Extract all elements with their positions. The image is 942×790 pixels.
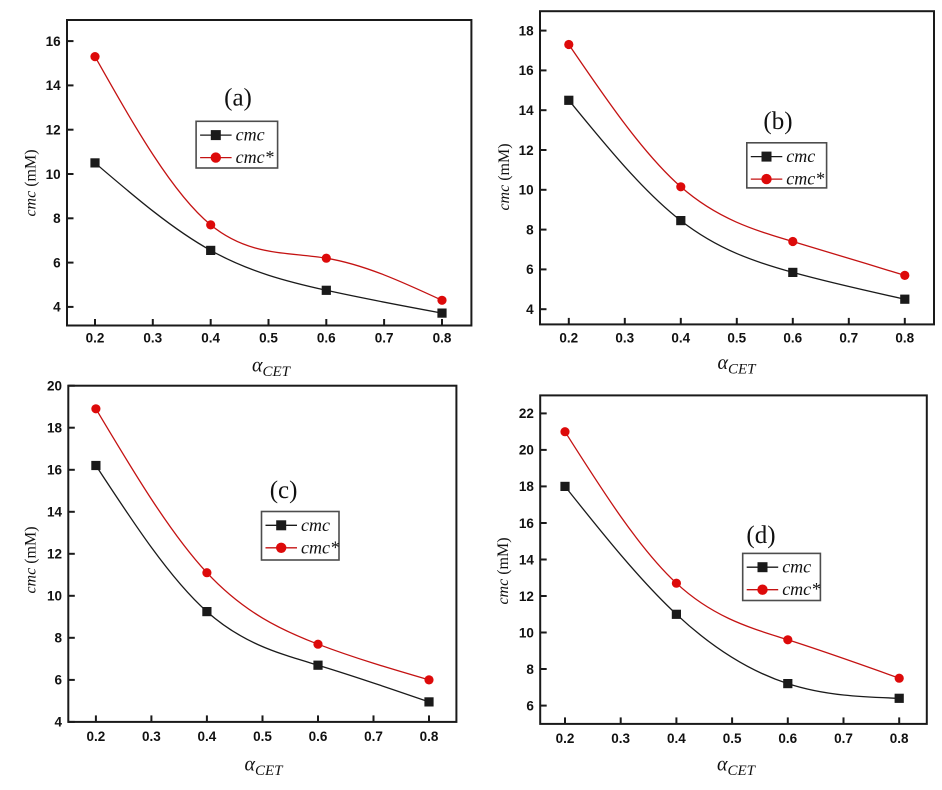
svg-text:8: 8 — [53, 211, 61, 226]
svg-text:cmc*: cmc* — [786, 169, 824, 189]
svg-text:0.4: 0.4 — [201, 330, 220, 345]
svg-text:0.6: 0.6 — [783, 330, 802, 345]
svg-text:cmc: cmc — [301, 515, 330, 535]
svg-text:8: 8 — [526, 662, 534, 677]
svg-text:cmc*: cmc* — [236, 147, 274, 167]
svg-text:0.8: 0.8 — [890, 731, 909, 746]
svg-text:cmc: cmc — [786, 146, 815, 166]
svg-text:10: 10 — [47, 589, 62, 604]
svg-text:αCET: αCET — [244, 753, 284, 779]
svg-text:14: 14 — [519, 103, 535, 118]
svg-text:(a): (a) — [224, 85, 252, 112]
svg-text:αCET: αCET — [717, 753, 757, 779]
svg-text:10: 10 — [519, 183, 534, 198]
svg-text:0.5: 0.5 — [259, 330, 278, 345]
svg-text:14: 14 — [46, 78, 62, 93]
svg-text:0.2: 0.2 — [87, 729, 106, 744]
svg-text:6: 6 — [54, 673, 62, 688]
svg-text:0.7: 0.7 — [839, 330, 858, 345]
svg-text:6: 6 — [53, 255, 61, 270]
svg-text:6: 6 — [526, 262, 534, 277]
svg-text:0.5: 0.5 — [253, 729, 272, 744]
svg-text:4: 4 — [526, 302, 534, 317]
svg-text:16: 16 — [47, 463, 63, 478]
svg-text:18: 18 — [519, 23, 535, 38]
svg-text:cmc (mM): cmc (mM) — [23, 149, 40, 216]
svg-text:4: 4 — [53, 300, 61, 315]
svg-text:cmc*: cmc* — [301, 537, 339, 557]
svg-text:cmc (mM): cmc (mM) — [23, 526, 40, 593]
svg-text:8: 8 — [54, 631, 62, 646]
svg-text:cmc*: cmc* — [782, 579, 820, 599]
svg-text:(c): (c) — [270, 477, 298, 504]
svg-text:18: 18 — [47, 421, 63, 436]
svg-text:16: 16 — [46, 34, 62, 49]
svg-text:(b): (b) — [763, 108, 792, 135]
svg-text:12: 12 — [519, 143, 534, 158]
svg-text:20: 20 — [519, 443, 534, 458]
svg-text:0.6: 0.6 — [317, 330, 336, 345]
svg-text:0.6: 0.6 — [778, 731, 797, 746]
svg-text:cmc: cmc — [236, 125, 265, 145]
svg-text:0.2: 0.2 — [556, 731, 575, 746]
svg-text:6: 6 — [526, 698, 534, 713]
svg-text:14: 14 — [519, 552, 535, 567]
svg-text:10: 10 — [519, 625, 534, 640]
svg-text:0.6: 0.6 — [309, 729, 328, 744]
svg-text:0.7: 0.7 — [834, 731, 853, 746]
svg-text:20: 20 — [47, 379, 62, 394]
svg-text:12: 12 — [46, 123, 61, 138]
svg-text:0.7: 0.7 — [364, 729, 383, 744]
svg-text:0.3: 0.3 — [615, 330, 634, 345]
svg-text:0.4: 0.4 — [198, 729, 217, 744]
svg-text:0.2: 0.2 — [86, 330, 105, 345]
svg-text:12: 12 — [47, 547, 62, 562]
svg-text:16: 16 — [519, 516, 535, 531]
svg-text:(d): (d) — [746, 522, 775, 549]
svg-text:18: 18 — [519, 479, 535, 494]
svg-text:12: 12 — [519, 589, 534, 604]
svg-text:0.3: 0.3 — [143, 330, 162, 345]
svg-text:0.8: 0.8 — [433, 330, 452, 345]
svg-text:14: 14 — [47, 505, 63, 520]
svg-text:0.5: 0.5 — [723, 731, 742, 746]
svg-text:cmc: cmc — [782, 557, 811, 577]
svg-text:αCET: αCET — [252, 355, 292, 381]
svg-text:0.2: 0.2 — [559, 330, 578, 345]
svg-text:4: 4 — [54, 715, 62, 730]
svg-text:cmc (mM): cmc (mM) — [495, 537, 512, 604]
svg-text:22: 22 — [519, 406, 534, 421]
svg-text:0.7: 0.7 — [375, 330, 394, 345]
svg-text:16: 16 — [519, 63, 535, 78]
svg-text:8: 8 — [526, 222, 534, 237]
svg-text:10: 10 — [46, 167, 61, 182]
svg-text:0.8: 0.8 — [895, 330, 914, 345]
svg-text:0.4: 0.4 — [671, 330, 690, 345]
svg-text:0.5: 0.5 — [727, 330, 746, 345]
svg-text:0.3: 0.3 — [142, 729, 161, 744]
svg-text:0.4: 0.4 — [667, 731, 686, 746]
svg-text:αCET: αCET — [717, 352, 757, 378]
svg-text:0.3: 0.3 — [611, 731, 630, 746]
svg-text:0.8: 0.8 — [420, 729, 439, 744]
svg-text:cmc (mM): cmc (mM) — [496, 143, 513, 210]
